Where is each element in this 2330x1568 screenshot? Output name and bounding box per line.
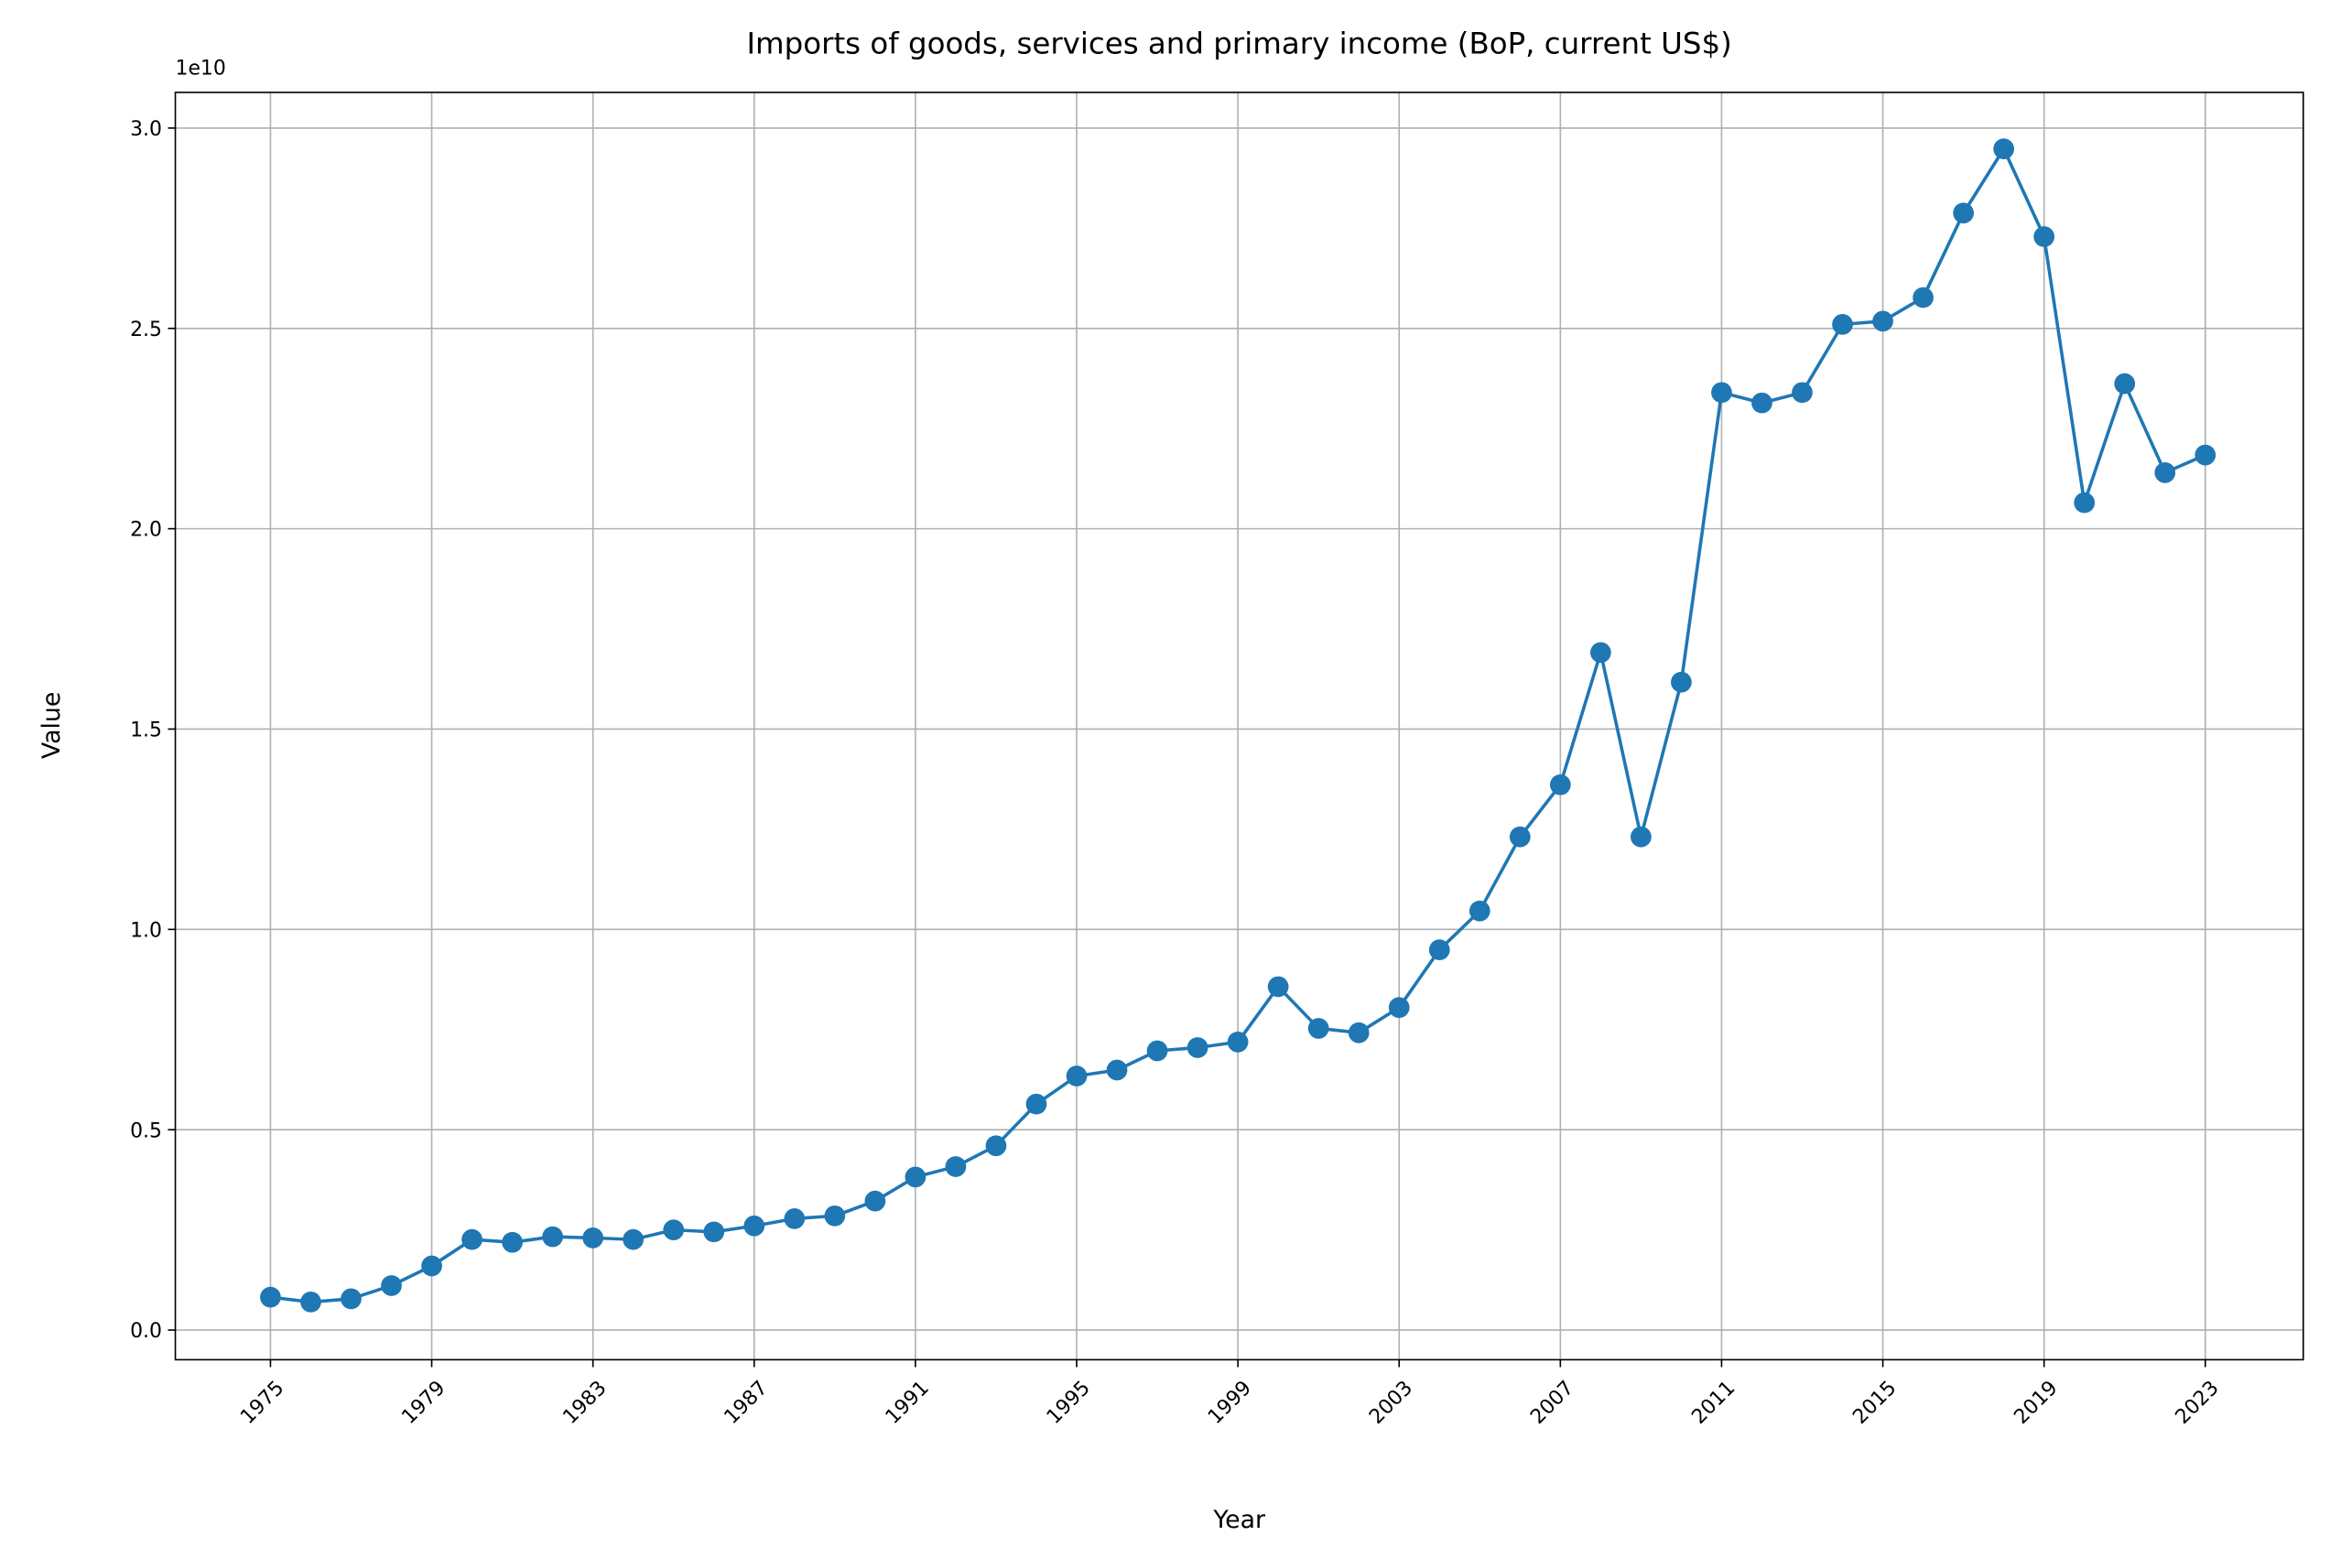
data-point: [1468, 900, 1490, 922]
data-point: [1631, 826, 1652, 848]
y-tick-label: 3.0: [130, 118, 162, 141]
data-point: [1711, 382, 1732, 404]
x-tick-label: 1983: [558, 1377, 611, 1429]
plot-frame: [174, 92, 2304, 1361]
data-point: [663, 1219, 685, 1240]
data-point: [2195, 444, 2216, 466]
data-point: [2074, 492, 2096, 514]
data-point: [1993, 138, 2015, 160]
data-point: [1590, 642, 1611, 664]
data-point: [1307, 1018, 1329, 1039]
data-point: [1913, 287, 1934, 308]
data-point: [2033, 226, 2055, 247]
data-point: [784, 1208, 806, 1229]
data-point: [905, 1166, 927, 1188]
data-point: [421, 1255, 442, 1277]
data-point: [1267, 976, 1289, 998]
data-point: [1227, 1031, 1249, 1053]
chart-title: Imports of goods, services and primary i…: [746, 27, 1731, 61]
data-point: [623, 1228, 645, 1250]
data-point: [1792, 382, 1813, 404]
data-point: [1388, 997, 1410, 1019]
x-tick-label: 2007: [1526, 1377, 1578, 1429]
data-point: [502, 1231, 523, 1253]
data-point: [945, 1156, 967, 1177]
x-tick-label: 1995: [1043, 1377, 1095, 1429]
x-tick-label: 2015: [1848, 1377, 1901, 1429]
x-tick-label: 2019: [2010, 1377, 2062, 1429]
y-tick-label: 0.0: [130, 1320, 162, 1343]
data-point: [1751, 392, 1772, 414]
data-point: [1348, 1022, 1370, 1044]
data-point: [1953, 202, 1974, 224]
x-tick-label: 1987: [721, 1377, 773, 1429]
data-point: [1832, 314, 1853, 335]
data-point: [260, 1286, 281, 1308]
y-tick-label: 2.0: [130, 519, 162, 542]
data-point: [1872, 310, 1893, 332]
data-point: [300, 1292, 321, 1313]
x-tick-label: 2023: [2172, 1377, 2224, 1429]
data-point: [2154, 461, 2176, 483]
data-point: [461, 1228, 482, 1250]
y-tick-label: 1.5: [130, 719, 162, 742]
data-point: [864, 1190, 886, 1212]
data-point: [743, 1215, 765, 1237]
data-point: [381, 1275, 402, 1296]
x-tick-label: 1991: [882, 1377, 934, 1429]
x-tick-label: 1975: [236, 1377, 288, 1429]
data-point: [1106, 1059, 1128, 1081]
data-point: [1671, 671, 1692, 693]
x-tick-label: 1979: [397, 1377, 450, 1429]
y-axis-label: Value: [38, 692, 66, 760]
data-point: [824, 1205, 846, 1227]
data-point: [1428, 939, 1450, 961]
data-point: [1025, 1093, 1047, 1115]
data-point: [1509, 826, 1531, 848]
y-tick-label: 2.5: [130, 319, 162, 341]
data-point: [582, 1227, 604, 1249]
data-point: [542, 1226, 563, 1248]
x-tick-label: 1999: [1204, 1377, 1256, 1429]
y-tick-label: 1.0: [130, 919, 162, 942]
data-point: [1187, 1037, 1208, 1058]
data-point: [2114, 373, 2136, 395]
data-point: [341, 1288, 362, 1310]
x-tick-label: 2003: [1365, 1377, 1417, 1429]
data-point: [1146, 1040, 1168, 1062]
data-point: [1549, 773, 1571, 795]
data-point: [985, 1135, 1007, 1157]
y-offset-label: 1e10: [176, 57, 226, 80]
data-point: [1066, 1065, 1088, 1087]
x-tick-label: 2011: [1687, 1377, 1739, 1429]
y-tick-label: 0.5: [130, 1119, 162, 1142]
x-axis-label: Year: [1212, 1506, 1265, 1534]
data-point: [703, 1221, 725, 1243]
